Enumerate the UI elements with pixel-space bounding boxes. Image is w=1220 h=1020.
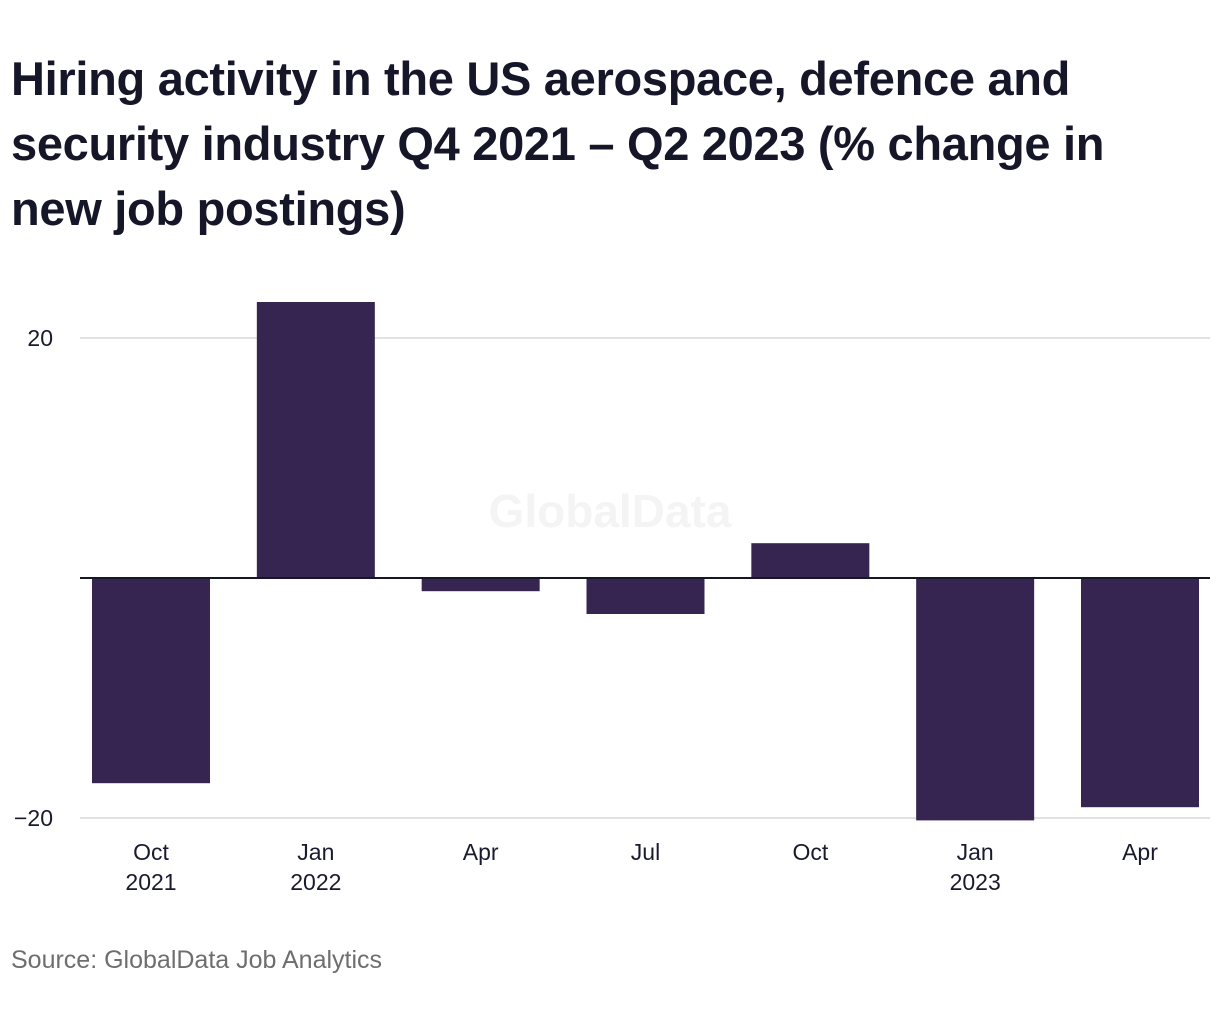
x-tick-year-label: 2023 — [950, 869, 1001, 895]
x-axis-ticks: Oct 2021 Jan 2022 Apr Jul Oct Jan 2023 Apr — [125, 839, 1158, 895]
y-axis-ticks: −20 20 — [14, 325, 53, 831]
bar — [92, 578, 210, 784]
y-tick-label: 20 — [27, 325, 53, 351]
x-tick-label: Oct — [792, 839, 828, 865]
x-tick-label: Jan — [957, 839, 994, 865]
x-tick-label: Jan — [297, 839, 334, 865]
bar — [916, 578, 1035, 821]
x-tick-label: Oct — [133, 839, 169, 865]
y-tick-label: −20 — [14, 805, 53, 831]
x-tick-label: Apr — [463, 839, 499, 865]
x-tick-label: Jul — [631, 839, 660, 865]
bar — [421, 578, 540, 592]
source-note: Source: GlobalData Job Analytics — [11, 946, 383, 974]
bar — [1081, 578, 1199, 808]
bar — [586, 578, 705, 614]
bars — [92, 302, 1199, 821]
x-tick-label: Apr — [1122, 839, 1158, 865]
bar — [256, 302, 375, 578]
x-tick-year-label: 2021 — [125, 869, 176, 895]
bar — [751, 543, 870, 578]
x-tick-year-label: 2022 — [290, 869, 341, 895]
chart-title: Hiring activity in the US aerospace, def… — [11, 52, 1105, 235]
watermark: GlobalData — [489, 485, 732, 537]
